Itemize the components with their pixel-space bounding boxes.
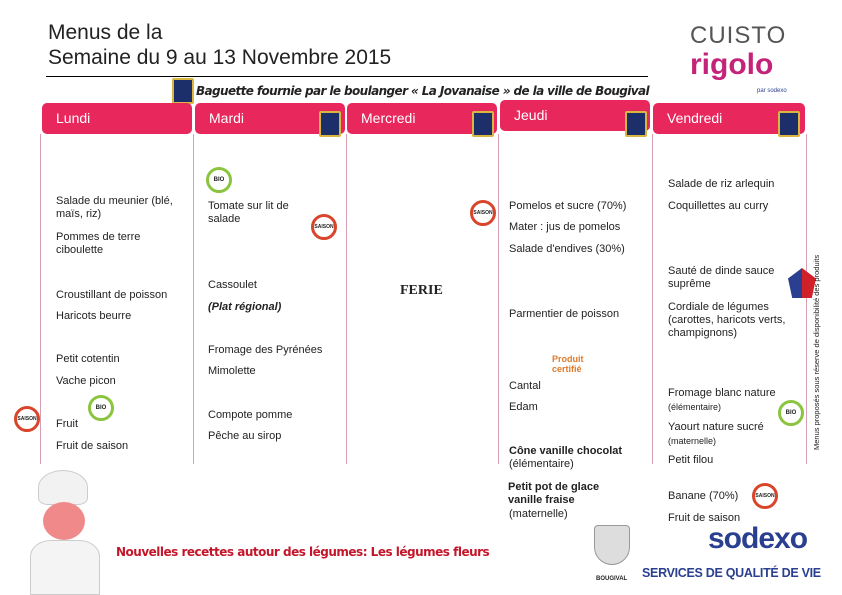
bougival-label: BOUGIVAL: [596, 576, 628, 582]
column-line: [193, 134, 194, 464]
column-line: [806, 134, 807, 464]
menu-item: Mimolette: [208, 365, 256, 377]
menu-item: Pomelos et sucre (70%): [509, 200, 627, 212]
menu-item: (maternelle): [668, 436, 717, 446]
menu-item: Edam: [509, 401, 538, 413]
menu-item: Cantal: [509, 380, 541, 392]
column-line: [346, 134, 347, 464]
produit-certifie-badge: Produit certifié: [552, 354, 584, 374]
menu-item: Fruit de saison: [668, 512, 741, 524]
menu-item: Pommes de terre ciboulette: [56, 231, 141, 256]
saison-badge: SAISON: [752, 483, 778, 509]
menu-item: Fruit de saison: [56, 440, 129, 452]
menu-item: (élémentaire): [668, 402, 722, 412]
column-line: [40, 134, 41, 464]
bread-icon: [319, 111, 341, 137]
menu-item: Petit cotentin: [56, 353, 120, 365]
bread-note: Baguette fournie par le boulanger « La J…: [196, 84, 650, 98]
day-mercredi: Mercredi: [347, 103, 497, 134]
menu-item: Fromage des Pyrénées: [208, 344, 323, 356]
bio-badge: BIO: [778, 400, 804, 426]
menu-item: Cône vanille chocolat: [509, 445, 623, 457]
rigolo-logo: rigolo: [690, 48, 774, 81]
sodexo-tagline: SERVICES DE QUALITÉ DE VIE: [642, 566, 821, 580]
page-title: Menus de la Semaine du 9 au 13 Novembre 2…: [48, 21, 392, 69]
day-lundi: Lundi: [42, 103, 192, 134]
menu-item: Salade de riz arlequin: [668, 178, 775, 190]
menu-item: Fromage blanc nature: [668, 387, 776, 399]
side-note: Menus proposés sous réserve de disponibi…: [812, 254, 821, 450]
par-sodexo: par sodexo: [757, 88, 787, 94]
column-line: [652, 134, 653, 464]
menu-item: Mater : jus de pomelos: [509, 221, 621, 233]
divider: [46, 76, 648, 77]
menu-item: Petit filou: [668, 454, 714, 466]
bread-icon: [172, 78, 194, 104]
bio-badge: BIO: [206, 167, 232, 193]
menu-item: Parmentier de poisson: [509, 308, 620, 320]
menu-item: Salade d'endives (30%): [509, 243, 625, 255]
menu-item: Petit pot de glace vanille fraise: [508, 481, 600, 506]
bread-icon: [778, 111, 800, 137]
bougival-crest-icon: [594, 525, 630, 565]
menu-item: Yaourt nature sucré: [668, 421, 764, 433]
menu-item: Sauté de dinde sauce suprême: [668, 265, 775, 290]
saison-badge: SAISON: [470, 200, 496, 226]
sodexo-logo: sodexo: [708, 522, 808, 555]
bio-badge: BIO: [88, 395, 114, 421]
menu-item: Fruit: [56, 418, 78, 430]
menu-item: Cassoulet: [208, 279, 257, 291]
menu-item: (élémentaire): [509, 458, 574, 470]
bread-icon: [625, 111, 647, 137]
chef-mascot-icon: [8, 470, 108, 595]
menu-item: (Plat régional): [208, 301, 282, 313]
bread-icon: [472, 111, 494, 137]
menu-item: Compote pomme: [208, 409, 293, 421]
menu-item: Tomate sur lit de salade: [208, 200, 289, 225]
menu-item: (maternelle): [509, 508, 568, 520]
saison-badge: SAISON: [14, 406, 40, 432]
ferie-label: FERIE: [400, 283, 443, 298]
menu-item: Vache picon: [56, 375, 116, 387]
menu-item: Banane (70%): [668, 490, 739, 502]
menu-item: Pêche au sirop: [208, 430, 282, 442]
footer-note: Nouvelles recettes autour des légumes: L…: [116, 545, 490, 559]
cuisto-logo: CUISTO: [690, 22, 787, 49]
menu-item: Coquillettes au curry: [668, 200, 769, 212]
saison-badge: SAISON: [311, 214, 337, 240]
menu-item: Cordiale de légumes (carottes, haricots …: [668, 301, 786, 339]
menu-item: Croustillant de poisson: [56, 289, 168, 301]
column-line: [498, 134, 499, 464]
menu-item: Salade du meunier (blé, maïs, riz): [56, 195, 173, 220]
menu-item: Haricots beurre: [56, 310, 132, 322]
